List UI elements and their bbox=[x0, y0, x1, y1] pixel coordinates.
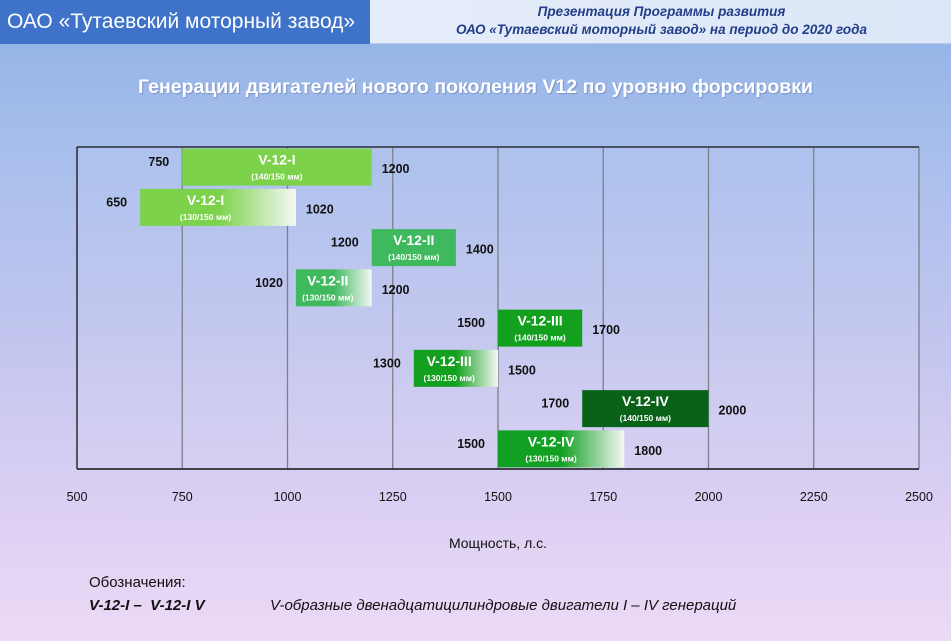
range-bar bbox=[182, 148, 372, 186]
bar-end-label: 1700 bbox=[592, 323, 620, 337]
bar-bore-stroke: (130/150 мм) bbox=[302, 292, 353, 302]
bar-bore-stroke: (130/150 мм) bbox=[180, 212, 231, 222]
bar-end-label: 1800 bbox=[634, 444, 662, 458]
x-tick-label: 2500 bbox=[905, 490, 933, 504]
x-tick-label: 1250 bbox=[379, 490, 407, 504]
range-bar bbox=[295, 269, 372, 307]
x-tick-label: 2250 bbox=[800, 490, 828, 504]
presentation-caption: Презентация Программы развития ОАО «Тута… bbox=[372, 3, 951, 39]
bar-name: V-12-II bbox=[307, 272, 348, 288]
header-bar: ОАО «Тутаевский моторный завод» Презента… bbox=[0, 0, 951, 44]
bar-start-label: 1700 bbox=[541, 397, 569, 411]
bar-start-label: 1200 bbox=[331, 236, 359, 250]
slide-title: Генерации двигателей нового поколения V1… bbox=[138, 76, 813, 98]
x-tick-label: 500 bbox=[67, 490, 88, 504]
bar-end-label: 1400 bbox=[466, 243, 494, 257]
bar-end-label: 1200 bbox=[382, 162, 410, 176]
bar-bore-stroke: (140/150 мм) bbox=[251, 172, 302, 182]
bar-name: V-12-IV bbox=[622, 393, 669, 409]
bar-name: V-12-III bbox=[427, 353, 472, 369]
bar-bore-stroke: (140/150 мм) bbox=[388, 252, 439, 262]
bar-name: V-12-I bbox=[187, 192, 224, 208]
bar-start-label: 650 bbox=[106, 195, 127, 209]
x-tick-label: 1750 bbox=[589, 490, 617, 504]
bar-start-label: 1500 bbox=[457, 316, 485, 330]
legend-key: V-12-I – V-12-I V bbox=[89, 597, 205, 614]
bar-name: V-12-IV bbox=[528, 433, 575, 449]
x-tick-label: 750 bbox=[172, 490, 193, 504]
bar-start-label: 1300 bbox=[373, 356, 401, 370]
bar-bore-stroke: (130/150 мм) bbox=[423, 373, 474, 383]
bar-end-label: 1500 bbox=[508, 363, 536, 377]
presentation-line-2: ОАО «Тутаевский моторный завод» на перио… bbox=[455, 22, 868, 37]
range-bar bbox=[582, 390, 709, 428]
x-tick-label: 2000 bbox=[695, 490, 723, 504]
bar-end-label: 2000 bbox=[719, 404, 747, 418]
presentation-line-1: Презентация Программы развития bbox=[537, 4, 786, 19]
bar-name: V-12-I bbox=[258, 152, 295, 168]
bar-name: V-12-II bbox=[393, 232, 434, 248]
bar-bore-stroke: (140/150 мм) bbox=[514, 333, 565, 343]
legend-heading: Обозначения: bbox=[89, 574, 186, 591]
x-axis-title: Мощность, л.с. bbox=[449, 535, 547, 551]
bar-end-label: 1200 bbox=[382, 283, 410, 297]
bar-bore-stroke: (130/150 мм) bbox=[525, 453, 576, 463]
x-tick-label: 1000 bbox=[274, 490, 302, 504]
x-tick-label: 1500 bbox=[484, 490, 512, 504]
bar-end-label: 1020 bbox=[306, 202, 334, 216]
bar-start-label: 1500 bbox=[457, 437, 485, 451]
range-bar bbox=[498, 309, 583, 347]
range-bar bbox=[413, 349, 498, 387]
range-bar bbox=[498, 430, 625, 468]
bar-bore-stroke: (140/150 мм) bbox=[620, 413, 671, 423]
range-bar bbox=[140, 188, 296, 226]
bar-start-label: 750 bbox=[148, 155, 169, 169]
company-name: ОАО «Тутаевский моторный завод» bbox=[0, 0, 370, 44]
legend-description: V-образные двенадцатицилиндровые двигате… bbox=[270, 597, 737, 614]
bar-name: V-12-III bbox=[518, 313, 563, 329]
range-bar bbox=[371, 229, 456, 267]
bar-start-label: 1020 bbox=[255, 276, 283, 290]
